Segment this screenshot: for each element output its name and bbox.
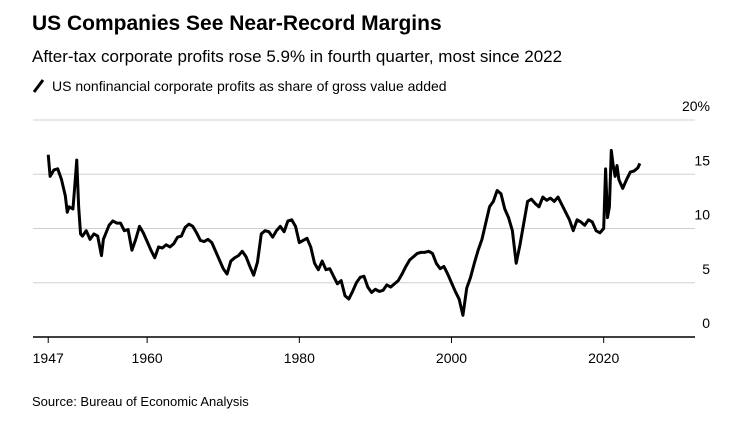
x-tick-label: 1960: [132, 350, 163, 366]
data-line: [46, 148, 642, 317]
chart-title: US Companies See Near-Record Margins: [32, 12, 442, 35]
x-tick-label: 2000: [436, 350, 467, 366]
chart-subtitle: After-tax corporate profits rose 5.9% in…: [32, 47, 562, 66]
y-tick-label: 15: [694, 152, 710, 168]
legend-label: US nonfinancial corporate profits as sha…: [52, 78, 447, 94]
y-tick-label: 20%: [682, 98, 710, 114]
y-tick-label: 10: [694, 207, 710, 223]
source: Source: Bureau of Economic Analysis: [32, 394, 249, 409]
y-tick-label: 5: [702, 261, 710, 277]
x-tick-label: 1947: [33, 350, 64, 366]
x-tick-label: 2020: [588, 350, 619, 366]
legend-icon: [32, 79, 45, 93]
y-tick-label: 0: [702, 315, 710, 331]
x-tick-label: 1980: [284, 350, 315, 366]
